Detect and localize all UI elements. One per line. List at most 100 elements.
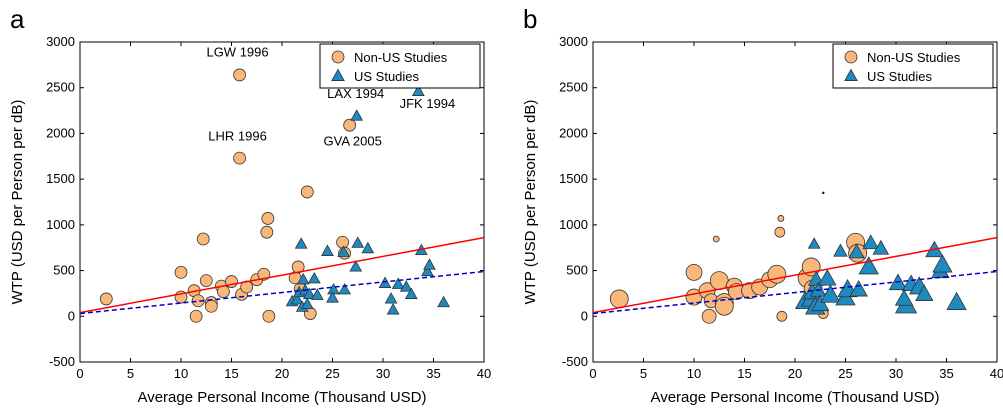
point-annotation: JFK 1994 — [400, 96, 456, 111]
plot-area — [80, 68, 484, 323]
x-axis-label: Average Personal Income (Thousand USD) — [137, 389, 426, 406]
x-tick-label: 25 — [325, 366, 339, 381]
us-study-point — [399, 280, 413, 292]
non-us-study-point — [233, 151, 246, 165]
y-tick-label: 3000 — [46, 34, 75, 49]
non-us-study-point — [714, 296, 734, 316]
us-study-point — [404, 287, 418, 299]
us-study-point — [337, 245, 350, 257]
us-study-point — [818, 268, 837, 286]
x-tick-label: 40 — [477, 366, 491, 381]
legend-non-us-marker — [844, 50, 858, 64]
us-study-point — [296, 272, 310, 285]
legend-non-us-label: Non-US Studies — [354, 50, 448, 65]
y-tick-label: -500 — [49, 354, 75, 369]
us-study-point — [327, 282, 340, 295]
legend-us-label: US Studies — [867, 69, 933, 84]
non-us-study-point — [261, 212, 275, 225]
y-tick-label: 2500 — [559, 80, 588, 95]
us-study-point — [290, 293, 304, 305]
x-tick-label: 35 — [939, 366, 953, 381]
non-us-study-point — [709, 271, 729, 291]
non-us-study-point — [233, 68, 246, 82]
non-us-study-point — [701, 308, 717, 324]
us-study-point — [338, 282, 352, 295]
us-study-point — [915, 284, 934, 302]
us-study-point — [833, 243, 848, 257]
x-tick-label: 30 — [889, 366, 903, 381]
non-us-study-point — [712, 235, 720, 243]
non-us-study-point — [291, 260, 305, 274]
us-study-point — [807, 237, 821, 249]
non-us-study-point — [336, 235, 350, 249]
x-tick-label: 20 — [788, 366, 802, 381]
non-us-study-point — [99, 292, 113, 306]
non-us-fit-line — [593, 236, 997, 314]
x-tick-label: 35 — [426, 366, 440, 381]
chart-panel-b: b0 5 10 15 20 25 30 35 40-5000500100015002000250… — [522, 4, 1003, 406]
chart-panel-a: a0 5 10 15 20 25 30 35 40-5000500100015002000250… — [9, 4, 491, 406]
point-annotation: LHR 1996 — [208, 129, 267, 144]
us-study-point — [386, 303, 400, 315]
non-us-study-point — [685, 263, 703, 281]
x-tick-label: 15 — [224, 366, 238, 381]
x-tick-label: 10 — [687, 366, 701, 381]
y-tick-label: 500 — [566, 263, 588, 278]
y-tick-label: 0 — [68, 308, 75, 323]
non-us-fit-line — [80, 236, 484, 314]
x-tick-label: 0 — [589, 366, 596, 381]
us-study-point — [351, 236, 365, 248]
us-study-point — [858, 256, 879, 275]
us-study-point — [946, 291, 967, 310]
panel-label: b — [523, 4, 537, 34]
us-study-point — [820, 284, 841, 303]
y-tick-label: 1000 — [46, 217, 75, 232]
us-study-point — [361, 241, 375, 254]
y-tick-label: 1000 — [559, 217, 588, 232]
x-tick-label: 10 — [174, 366, 188, 381]
x-tick-label: 25 — [838, 366, 852, 381]
x-tick-label: 20 — [275, 366, 289, 381]
panel-label: a — [10, 4, 25, 34]
non-us-study-point — [300, 185, 314, 199]
x-tick-label: 30 — [376, 366, 390, 381]
plot-frame — [79, 41, 485, 363]
us-study-point — [423, 258, 436, 270]
point-annotation: LGW 1996 — [206, 45, 268, 60]
us-study-point — [849, 279, 868, 297]
non-us-study-point — [609, 289, 629, 309]
non-us-study-point — [767, 264, 787, 284]
us-fit-line — [593, 270, 997, 315]
us-study-point — [294, 237, 308, 249]
us-study-point — [437, 295, 450, 308]
x-tick-label: 5 — [640, 366, 647, 381]
y-tick-label: -500 — [562, 354, 588, 369]
y-tick-label: 2500 — [46, 80, 75, 95]
y-axis-label: WTP (USD per Person per dB) — [9, 100, 26, 305]
x-axis-label: Average Personal Income (Thousand USD) — [650, 389, 939, 406]
legend-non-us-label: Non-US Studies — [867, 50, 961, 65]
us-study-point — [300, 297, 314, 310]
legend-box — [832, 43, 994, 89]
us-study-point — [872, 239, 890, 255]
outlier-dot — [822, 191, 825, 195]
us-study-point — [326, 291, 339, 303]
legend-box — [319, 43, 481, 89]
y-tick-label: 2000 — [46, 125, 75, 140]
legend-us-marker — [844, 68, 858, 81]
y-tick-label: 1500 — [559, 171, 588, 186]
non-us-study-point — [774, 226, 786, 238]
y-axis-label: WTP (USD per Person per dB) — [522, 100, 539, 305]
y-tick-label: 1500 — [46, 171, 75, 186]
x-tick-label: 15 — [737, 366, 751, 381]
non-us-study-point — [204, 299, 218, 313]
us-study-point — [932, 254, 953, 273]
non-us-study-point — [189, 309, 203, 323]
non-us-study-point — [262, 309, 276, 323]
us-study-point — [349, 260, 363, 272]
y-tick-label: 3000 — [559, 34, 588, 49]
plot-area — [593, 191, 997, 324]
x-tick-label: 5 — [127, 366, 134, 381]
legend-us-label: US Studies — [354, 69, 420, 84]
